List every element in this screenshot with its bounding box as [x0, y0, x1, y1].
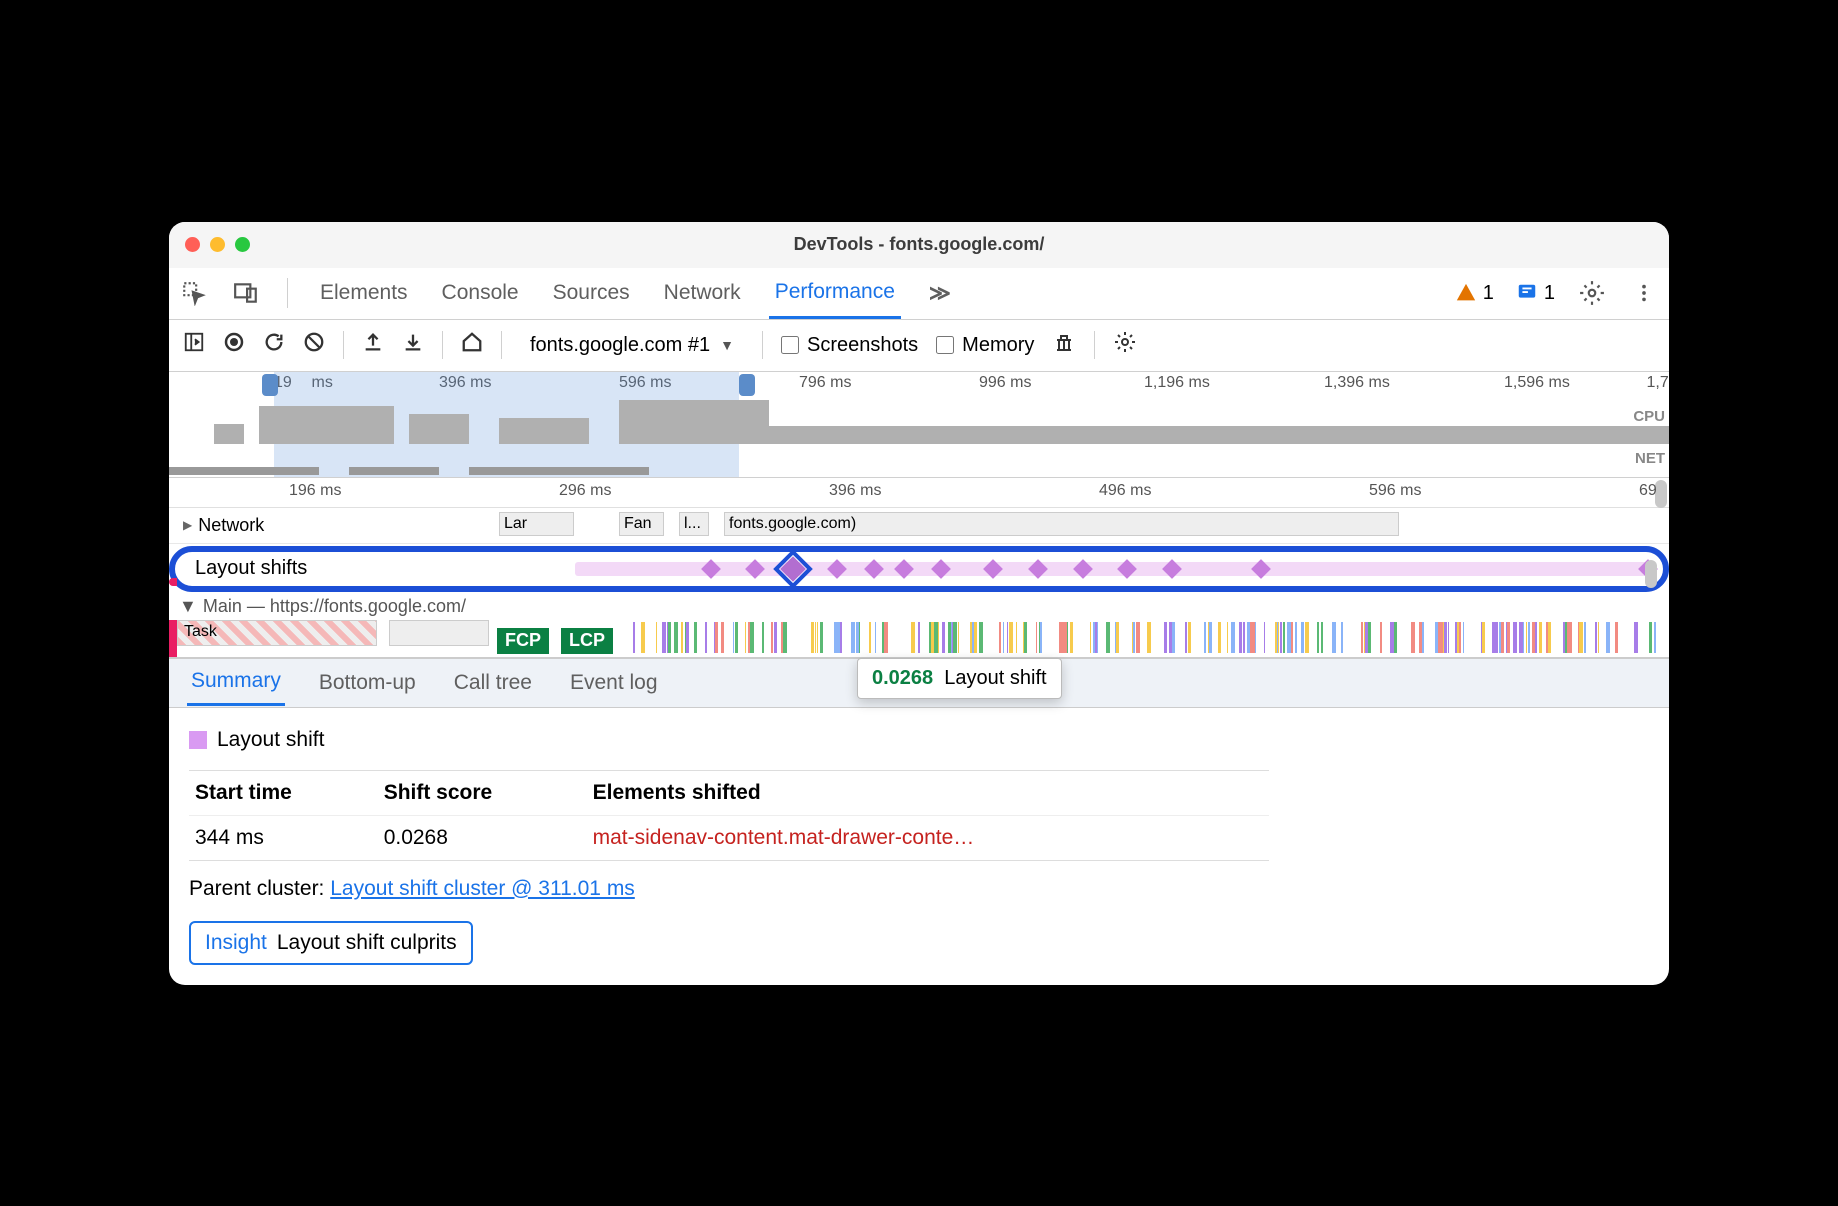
perf-toolbar: fonts.google.com #1 ▼ Screenshots Memory	[169, 320, 1669, 372]
layout-shifts-label: Layout shifts	[195, 557, 307, 580]
upload-icon[interactable]	[362, 331, 384, 359]
network-request[interactable]: Lar	[499, 512, 574, 536]
ruler-tick: 1,7	[1647, 374, 1669, 392]
layout-shift-strip	[575, 562, 1651, 576]
home-icon[interactable]	[461, 331, 483, 359]
tabs-overflow-icon[interactable]: ≫	[923, 269, 957, 318]
warnings-count: 1	[1483, 282, 1494, 305]
detail-ruler: 196 ms 296 ms 396 ms 496 ms 596 ms 69	[169, 478, 1669, 508]
ruler-tick: 596 ms	[1369, 482, 1421, 500]
tab-network[interactable]: Network	[658, 269, 747, 317]
screenshots-checkbox[interactable]: Screenshots	[781, 334, 918, 357]
tab-summary[interactable]: Summary	[187, 659, 285, 706]
layout-shift-event[interactable]	[780, 556, 805, 581]
separator	[287, 278, 288, 308]
cpu-label: CPU	[1633, 408, 1665, 425]
warnings-badge[interactable]: 1	[1455, 282, 1494, 305]
ruler-tick: 296 ms	[559, 482, 611, 500]
collapse-triangle-icon[interactable]: ▼	[179, 596, 197, 617]
capture-settings-gear-icon[interactable]	[1113, 330, 1137, 360]
close-icon[interactable]	[185, 237, 200, 252]
table-row: 344 ms 0.0268 mat-sidenav-content.mat-dr…	[189, 815, 1269, 860]
col-start-time: Start time	[189, 770, 378, 815]
col-elements-shifted: Elements shifted	[587, 770, 1269, 815]
ruler-tick: 396 ms	[829, 482, 881, 500]
ruler-tick: 796 ms	[799, 374, 851, 392]
ruler-tick: 996 ms	[979, 374, 1031, 392]
toggle-panel-icon[interactable]	[183, 331, 205, 359]
flamechart-area: 196 ms296 ms396 ms496 ms596 ms69 ▶Networ…	[169, 478, 1669, 658]
ruler-tick: 69	[1639, 482, 1657, 500]
parent-cluster-link[interactable]: Layout shift cluster @ 311.01 ms	[330, 877, 635, 900]
main-tabbar: Elements Console Sources Network Perform…	[169, 268, 1669, 320]
recording-dropdown[interactable]: fonts.google.com #1 ▼	[520, 330, 744, 361]
col-shift-score: Shift score	[378, 770, 587, 815]
summary-panel: Layout shift Start time Shift score Elem…	[169, 708, 1669, 985]
memory-checkbox[interactable]: Memory	[936, 334, 1034, 357]
task-block[interactable]	[389, 620, 489, 646]
lcp-marker[interactable]: LCP	[561, 628, 613, 654]
fcp-marker[interactable]: FCP	[497, 628, 549, 654]
insight-button[interactable]: Insight Layout shift culprits	[189, 921, 473, 965]
event-color-swatch	[189, 731, 207, 749]
device-toggle-icon[interactable]	[231, 278, 261, 308]
ruler-tick: 196 ms	[289, 482, 341, 500]
chevron-down-icon: ▼	[720, 337, 734, 353]
clear-icon[interactable]	[303, 331, 325, 359]
ruler-tick: 496 ms	[1099, 482, 1151, 500]
network-request[interactable]: l...	[679, 512, 709, 536]
kebab-menu-icon[interactable]	[1629, 278, 1659, 308]
download-icon[interactable]	[402, 331, 424, 359]
tab-elements[interactable]: Elements	[314, 269, 414, 317]
minimize-icon[interactable]	[210, 237, 225, 252]
inspect-icon[interactable]	[179, 278, 209, 308]
window-title: DevTools - fonts.google.com/	[794, 234, 1045, 255]
issues-count: 1	[1544, 282, 1555, 305]
cpu-graph	[169, 394, 1669, 444]
devtools-window: DevTools - fonts.google.com/ Elements Co…	[169, 222, 1669, 985]
ruler-tick: 1,196 ms	[1144, 374, 1210, 392]
timeline-overview[interactable]: 19ms396 ms596 ms796 ms996 ms1,196 ms1,39…	[169, 372, 1669, 478]
garbage-collect-icon[interactable]	[1052, 330, 1076, 360]
record-icon[interactable]	[223, 331, 245, 359]
element-link[interactable]: mat-sidenav-content.mat-drawer-conte…	[593, 826, 975, 849]
net-label: NET	[1635, 450, 1665, 467]
task-block[interactable]: Task	[177, 620, 377, 646]
layout-shifts-track[interactable]: Layout shifts	[169, 546, 1669, 592]
tab-call-tree[interactable]: Call tree	[450, 661, 536, 705]
tab-sources[interactable]: Sources	[547, 269, 636, 317]
network-request[interactable]: Fan	[619, 512, 664, 536]
scrollbar-thumb[interactable]	[1645, 560, 1657, 588]
parent-cluster-row: Parent cluster: Layout shift cluster @ 3…	[189, 877, 1649, 901]
reload-icon[interactable]	[263, 331, 285, 359]
main-thread-track[interactable]: ▼Main — https://fonts.google.com/ Task F…	[169, 594, 1669, 658]
network-request[interactable]: fonts.google.com)	[724, 512, 1399, 536]
ruler-tick: 1,596 ms	[1504, 374, 1570, 392]
titlebar: DevTools - fonts.google.com/	[169, 222, 1669, 268]
ruler-tick: 1,396 ms	[1324, 374, 1390, 392]
cls-indicator-bar	[169, 578, 177, 586]
zoom-icon[interactable]	[235, 237, 250, 252]
network-track[interactable]: ▶Network LarFanl...fonts.google.com)	[169, 508, 1669, 544]
event-heading: Layout shift	[189, 728, 1649, 752]
tab-console[interactable]: Console	[436, 269, 525, 317]
tab-event-log[interactable]: Event log	[566, 661, 662, 705]
traffic-lights	[185, 237, 250, 252]
settings-gear-icon[interactable]	[1577, 278, 1607, 308]
recording-dropdown-label: fonts.google.com #1	[530, 334, 710, 357]
tab-performance[interactable]: Performance	[769, 268, 901, 319]
issues-badge[interactable]: 1	[1516, 282, 1555, 305]
long-task-indicator	[169, 620, 177, 657]
tab-bottom-up[interactable]: Bottom-up	[315, 661, 420, 705]
hover-tooltip: 0.0268 Layout shift	[857, 658, 1062, 699]
selection-handle-left[interactable]	[262, 374, 278, 396]
expand-triangle-icon[interactable]: ▶	[183, 518, 192, 532]
selection-handle-right[interactable]	[739, 374, 755, 396]
summary-table: Start time Shift score Elements shifted …	[189, 770, 1269, 861]
